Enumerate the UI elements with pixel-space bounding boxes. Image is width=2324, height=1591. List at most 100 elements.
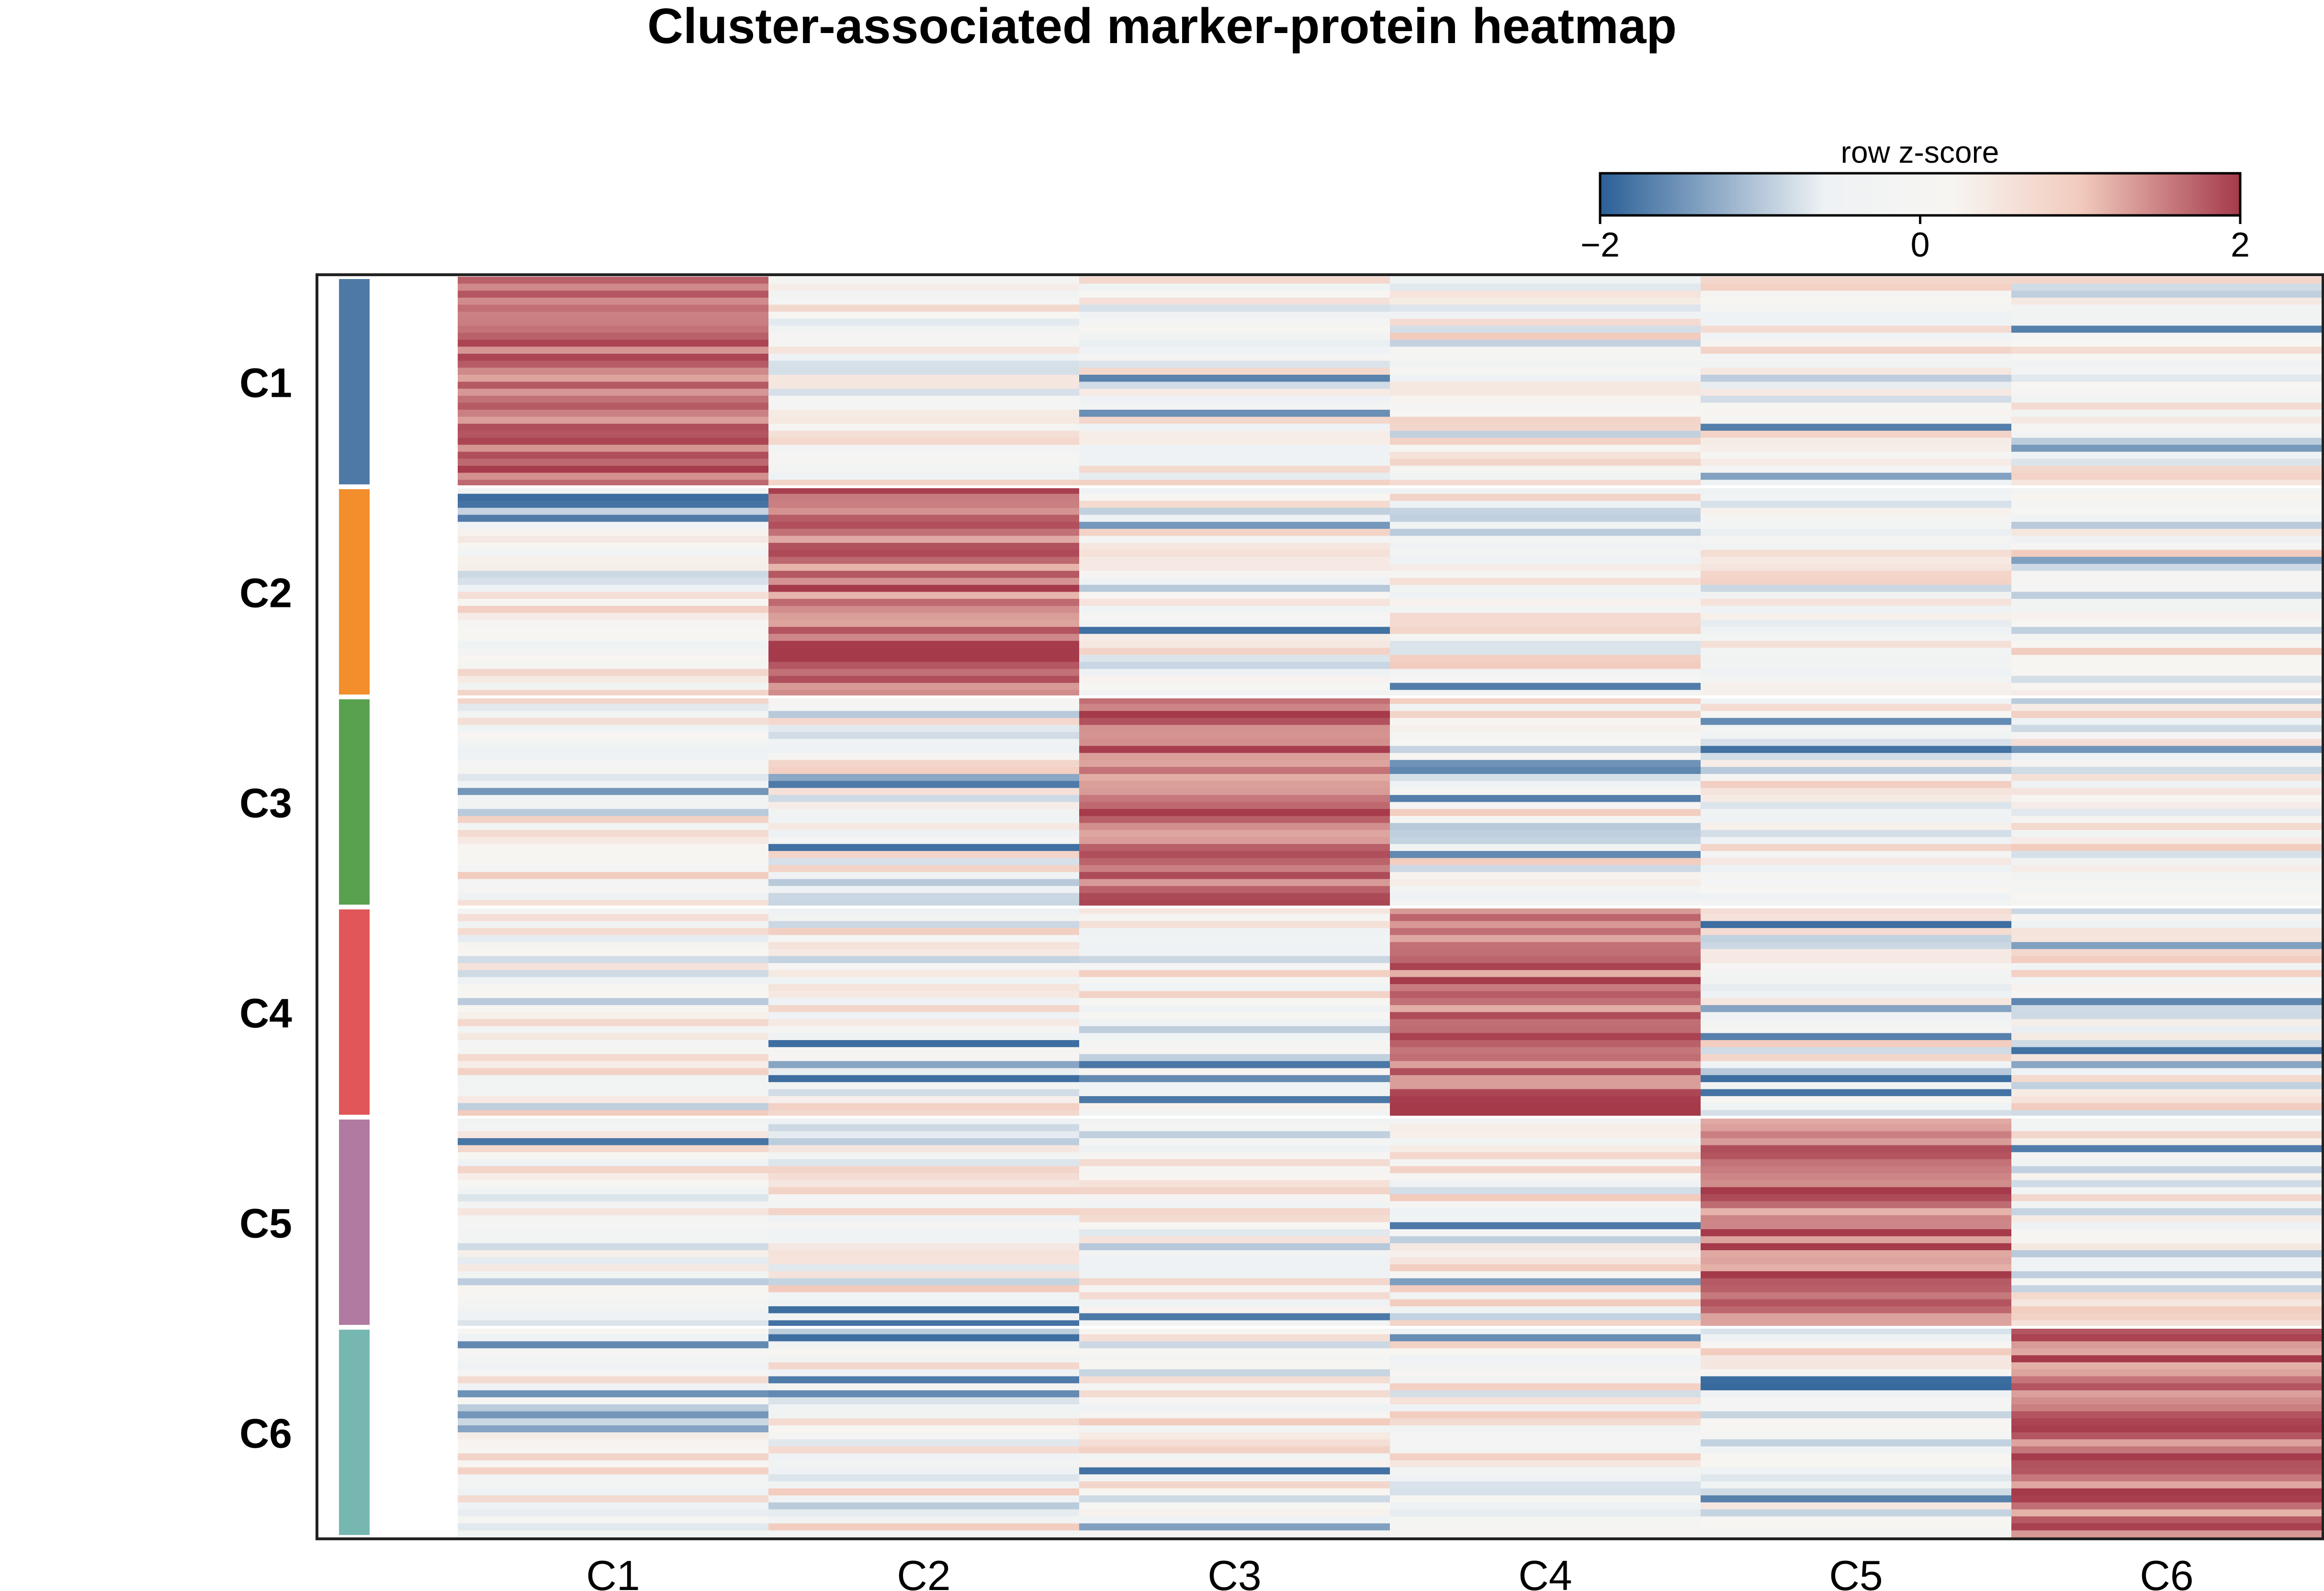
- heatmap-cell: [1701, 732, 2012, 739]
- heatmap-cell: [1701, 599, 2012, 606]
- heatmap-cell: [1390, 640, 1701, 649]
- heatmap-cell: [458, 1376, 769, 1384]
- heatmap-cell: [1079, 1131, 1390, 1139]
- heatmap-cell: [1390, 584, 1701, 593]
- column-label: C1: [586, 1552, 640, 1591]
- heatmap-cell: [1079, 1061, 1390, 1069]
- heatmap-cell: [1390, 1320, 1701, 1328]
- heatmap-cell: [1390, 501, 1701, 508]
- heatmap-cell: [1701, 1481, 2012, 1489]
- heatmap-cell: [768, 277, 1080, 284]
- heatmap-cell: [1390, 1145, 1701, 1153]
- heatmap-cell: [458, 830, 769, 838]
- heatmap-cell: [1390, 1208, 1701, 1216]
- heatmap-cell: [2011, 640, 2323, 649]
- colorbar: row z-score −2 0 2: [1580, 135, 2250, 264]
- heatmap-cell: [768, 683, 1080, 691]
- heatmap-cell: [768, 816, 1080, 824]
- heatmap-cell: [2011, 1299, 2323, 1307]
- column-label: C2: [897, 1552, 951, 1591]
- heatmap-cell: [1390, 1404, 1701, 1412]
- heatmap-cell: [1701, 549, 2012, 558]
- heatmap-cell: [1390, 493, 1701, 501]
- heatmap-cell: [458, 1138, 769, 1146]
- heatmap-cell: [1701, 851, 2012, 859]
- heatmap-cell: [1079, 1341, 1390, 1349]
- heatmap-cell: [768, 528, 1080, 537]
- heatmap-cell: [1079, 1320, 1390, 1328]
- column-label: C5: [1829, 1552, 1883, 1591]
- heatmap-cell: [1390, 1124, 1701, 1132]
- heatmap-cell: [768, 837, 1080, 845]
- heatmap-cell: [1390, 732, 1701, 739]
- heatmap-cell: [1701, 907, 2012, 915]
- heatmap-cell: [768, 655, 1080, 662]
- heatmap-cell: [458, 1117, 769, 1125]
- heatmap-cell: [1390, 410, 1701, 417]
- heatmap-cell: [1079, 865, 1390, 873]
- heatmap-cell: [768, 760, 1080, 768]
- heatmap-cell: [1701, 886, 2012, 894]
- heatmap-cell: [1390, 844, 1701, 852]
- heatmap-cell: [1079, 1376, 1390, 1384]
- heatmap-cell: [768, 1061, 1080, 1069]
- heatmap-cell: [458, 900, 769, 908]
- heatmap-cell: [1390, 507, 1701, 515]
- heatmap-cell: [1701, 325, 2012, 333]
- heatmap-cell: [2011, 1369, 2323, 1377]
- heatmap-cell: [458, 739, 769, 747]
- heatmap-cell: [458, 1124, 769, 1132]
- heatmap-cell: [768, 676, 1080, 683]
- heatmap-cell: [1701, 277, 2012, 284]
- heatmap-cell: [458, 613, 769, 620]
- heatmap-cell: [1079, 676, 1390, 683]
- heatmap-cell: [1390, 1012, 1701, 1020]
- heatmap-cell: [1390, 893, 1701, 901]
- heatmap-cell: [2011, 1327, 2323, 1335]
- heatmap-cell: [458, 676, 769, 683]
- heatmap-cell: [458, 1166, 769, 1174]
- heatmap-cell: [2011, 830, 2323, 838]
- heatmap-cell: [458, 1145, 769, 1153]
- heatmap-cell: [1390, 1334, 1701, 1342]
- heatmap-cell: [1701, 1103, 2012, 1111]
- heatmap-cell: [768, 627, 1080, 635]
- heatmap-cell: [768, 1012, 1080, 1020]
- heatmap-cell: [2011, 844, 2323, 852]
- heatmap-cell: [1701, 984, 2012, 992]
- heatmap-cell: [1701, 416, 2012, 425]
- heatmap-cell: [768, 403, 1080, 410]
- heatmap-cell: [768, 1075, 1080, 1083]
- heatmap-cell: [1390, 592, 1701, 599]
- heatmap-cell: [1390, 872, 1701, 880]
- heatmap-cell: [1079, 304, 1390, 312]
- heatmap-cell: [1701, 1467, 2012, 1475]
- heatmap-cell: [1079, 949, 1390, 957]
- heatmap-cell: [458, 1439, 769, 1447]
- heatmap-cell: [1701, 1243, 2012, 1251]
- heatmap-cell: [1079, 515, 1390, 522]
- heatmap-cell: [2011, 1397, 2323, 1405]
- heatmap-cell: [1701, 1173, 2012, 1181]
- heatmap-cell: [1701, 459, 2012, 466]
- heatmap-cell: [458, 1467, 769, 1475]
- heatmap-cell: [1701, 1061, 2012, 1069]
- heatmap-cell: [1079, 487, 1390, 494]
- heatmap-cell: [1079, 1208, 1390, 1216]
- heatmap-cell: [1390, 648, 1701, 655]
- heatmap-cell: [2011, 1005, 2323, 1013]
- heatmap-cell: [768, 487, 1080, 494]
- colorbar-tick-label: 0: [1910, 226, 1929, 264]
- heatmap-cell: [1079, 942, 1390, 950]
- heatmap-cell: [1079, 1439, 1390, 1447]
- heatmap-cell: [1390, 459, 1701, 466]
- heatmap-cell: [458, 1075, 769, 1083]
- heatmap-cell: [1079, 697, 1390, 705]
- heatmap-cell: [1390, 753, 1701, 761]
- heatmap-cell: [458, 774, 769, 782]
- heatmap-cell: [1701, 865, 2012, 873]
- heatmap-cell: [1701, 809, 2012, 817]
- heatmap-cell: [2011, 1257, 2323, 1265]
- heatmap-cell: [2011, 1320, 2323, 1328]
